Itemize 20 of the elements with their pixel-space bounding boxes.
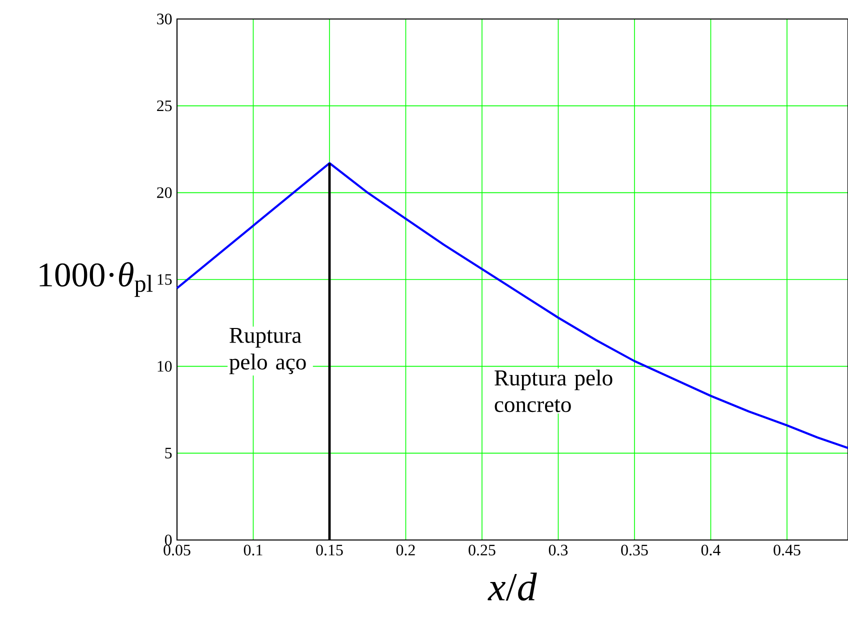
y-tick-label: 0 [164, 534, 172, 546]
x-tick-label: 0.1 [244, 544, 262, 556]
x-axis-title: x/d [488, 572, 537, 601]
y-tick-label: 15 [158, 274, 172, 285]
x-tick-label: 0.05 [164, 544, 190, 556]
x-tick-label: 0.2 [396, 544, 415, 556]
annotation: Ruptura pelo aço [229, 328, 306, 374]
y-tick-label: 30 [157, 14, 172, 24]
y-tick-label: 10 [158, 360, 172, 372]
annotation: Ruptura pelo concreto [494, 370, 612, 412]
x-tick-label: 0.35 [621, 544, 648, 556]
x-tick-label: 0.3 [548, 544, 568, 556]
y-tick-label: 5 [165, 448, 172, 458]
y-tick-label: 20 [157, 187, 172, 198]
y-tick-label: 25 [157, 100, 172, 112]
x-tick-label: 0.15 [316, 544, 343, 556]
x-tick-label: 0.45 [774, 544, 800, 556]
y-axis-title: 1000·θ$_{pl}$ [40, 262, 153, 297]
x-tick-label: 0.4 [701, 544, 720, 556]
x-tick-label: 0.25 [468, 544, 496, 556]
